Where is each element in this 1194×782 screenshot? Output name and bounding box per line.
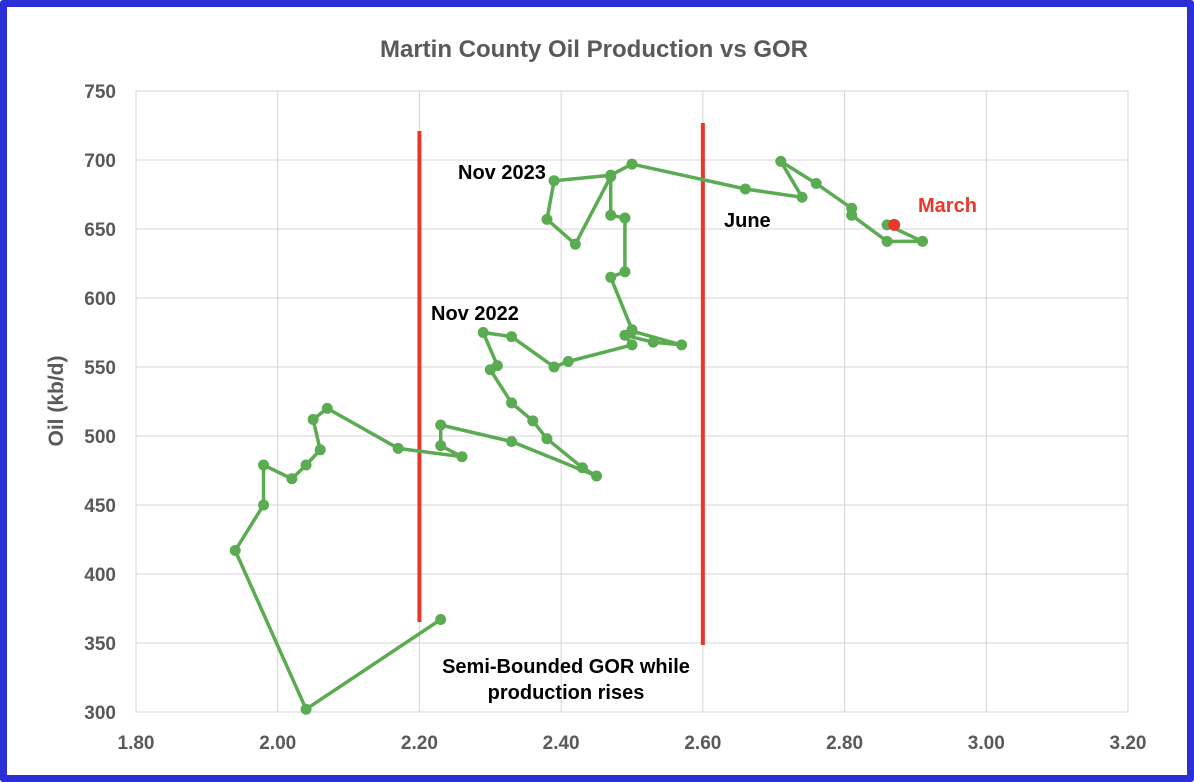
data-point: [300, 703, 312, 715]
y-tick-label: 450: [84, 496, 116, 517]
data-series: [229, 155, 929, 715]
data-point: [676, 339, 688, 351]
data-point: [286, 473, 298, 485]
y-tick-label: 600: [84, 289, 116, 310]
data-point: [527, 415, 539, 427]
x-tick-label: 2.40: [543, 733, 580, 754]
y-tick-label: 650: [84, 220, 116, 241]
data-point: [810, 177, 822, 189]
data-point: [619, 212, 631, 224]
data-point: [917, 235, 929, 247]
y-tick-label: 750: [84, 82, 116, 103]
data-point: [435, 419, 447, 431]
y-axis-ticks: 300 350 400 450 500 550 600 650 700 750: [84, 82, 116, 724]
annotation-semi-bounded-line1: Semi-Bounded GOR while: [442, 656, 690, 678]
data-point: [392, 442, 404, 454]
data-point: [506, 397, 518, 409]
y-tick-label: 700: [84, 151, 116, 172]
data-point: [548, 361, 560, 373]
x-axis-ticks: 1.80 2.00 2.20 2.40 2.60 2.80 3.00 3.20: [118, 733, 1147, 754]
data-point: [548, 175, 560, 187]
x-tick-label: 2.60: [684, 733, 721, 754]
data-point: [477, 327, 489, 338]
data-point: [229, 545, 241, 557]
annotation-march: March: [918, 195, 977, 217]
data-point: [300, 459, 312, 471]
data-point: [739, 183, 751, 195]
data-point: [775, 155, 787, 167]
reference-lines: [417, 123, 705, 645]
data-point: [435, 440, 447, 452]
annotation-semi-bounded-line2: production rises: [488, 682, 645, 704]
x-tick-label: 3.00: [968, 733, 1005, 754]
y-tick-label: 300: [84, 703, 116, 724]
annotation-june: June: [724, 210, 771, 232]
x-tick-label: 2.80: [826, 733, 863, 754]
x-tick-label: 3.20: [1110, 733, 1147, 754]
data-point: [796, 191, 808, 203]
y-axis-label: Oil (kb/d): [45, 356, 68, 447]
data-point: [562, 355, 574, 367]
gridlines: [135, 90, 1129, 713]
y-tick-label: 350: [84, 634, 116, 655]
data-point: [321, 402, 333, 414]
y-tick-label: 500: [84, 427, 116, 448]
chart-title: Martin County Oil Production vs GOR: [380, 36, 808, 63]
data-point: [591, 470, 603, 482]
highlight-point-march: [888, 218, 901, 231]
data-point: [456, 451, 468, 463]
data-point: [605, 169, 617, 181]
data-point: [605, 271, 617, 283]
data-point: [314, 444, 326, 456]
data-point: [626, 339, 638, 351]
annotation-nov-2022: Nov 2022: [431, 303, 519, 325]
data-point: [626, 324, 638, 336]
plot-area: [135, 90, 1129, 713]
data-point: [541, 213, 553, 225]
data-point: [307, 413, 319, 425]
x-tick-label: 2.20: [401, 733, 438, 754]
data-point: [258, 459, 270, 471]
x-tick-label: 1.80: [118, 733, 155, 754]
data-point: [258, 499, 270, 511]
data-point: [506, 436, 518, 448]
x-tick-label: 2.00: [259, 733, 296, 754]
y-tick-label: 550: [84, 358, 116, 379]
data-point: [605, 209, 617, 221]
data-point: [626, 158, 638, 170]
data-point: [569, 238, 581, 250]
data-point: [619, 266, 631, 278]
data-point: [541, 433, 553, 445]
annotations: Nov 2023 Nov 2022 June March Semi-Bounde…: [431, 162, 977, 704]
data-point: [647, 336, 659, 348]
series-line: [233, 159, 925, 711]
data-point: [846, 209, 858, 221]
annotation-nov-2023: Nov 2023: [458, 162, 546, 184]
data-point: [576, 462, 588, 474]
data-point: [435, 614, 447, 626]
data-point: [506, 331, 518, 343]
data-point: [491, 360, 503, 372]
data-point: [881, 235, 893, 247]
y-tick-label: 400: [84, 565, 116, 586]
